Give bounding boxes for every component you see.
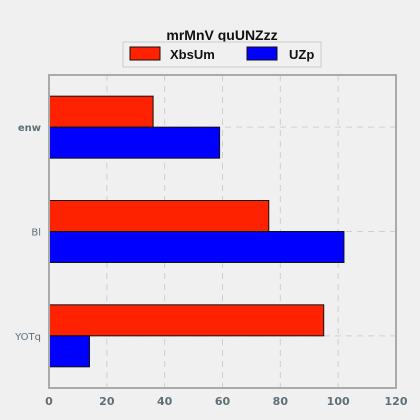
y-tick-label: YOTq xyxy=(14,332,41,343)
legend-swatch-UZp xyxy=(246,46,278,61)
legend-label-XbsUm: XbsUm xyxy=(170,47,215,62)
x-tick-label: 20 xyxy=(99,395,115,408)
plot-frame xyxy=(48,74,397,389)
bars xyxy=(48,95,345,368)
legend-swatch-XbsUm xyxy=(129,46,161,61)
legend-label-UZp: UZp xyxy=(289,47,314,62)
x-tick-label: 40 xyxy=(157,395,173,408)
bar-UZp-Bl xyxy=(48,231,345,263)
x-tick-label: 80 xyxy=(273,395,289,408)
legend: XbsUm UZp xyxy=(122,41,322,68)
x-tick-label: 100 xyxy=(327,395,350,408)
bar-XbsUm-Bl xyxy=(48,200,270,232)
bar-UZp-enw xyxy=(48,126,221,159)
chart-title: mrMnV quUNZzz xyxy=(166,27,277,43)
x-tick-label: 120 xyxy=(385,395,408,408)
x-tick-label: 60 xyxy=(215,395,231,408)
x-axis-ticks: 0 20 40 60 80 100 120 xyxy=(45,395,408,408)
x-tick-label: 0 xyxy=(45,395,53,408)
y-tick-label: enw xyxy=(18,123,41,134)
y-axis-ticks: enw Bl YOTq xyxy=(14,123,41,343)
bar-UZp-YOTq xyxy=(48,335,90,368)
bar-XbsUm-YOTq xyxy=(48,304,325,337)
y-tick-label: Bl xyxy=(31,228,41,239)
bar-XbsUm-enw xyxy=(48,95,154,128)
